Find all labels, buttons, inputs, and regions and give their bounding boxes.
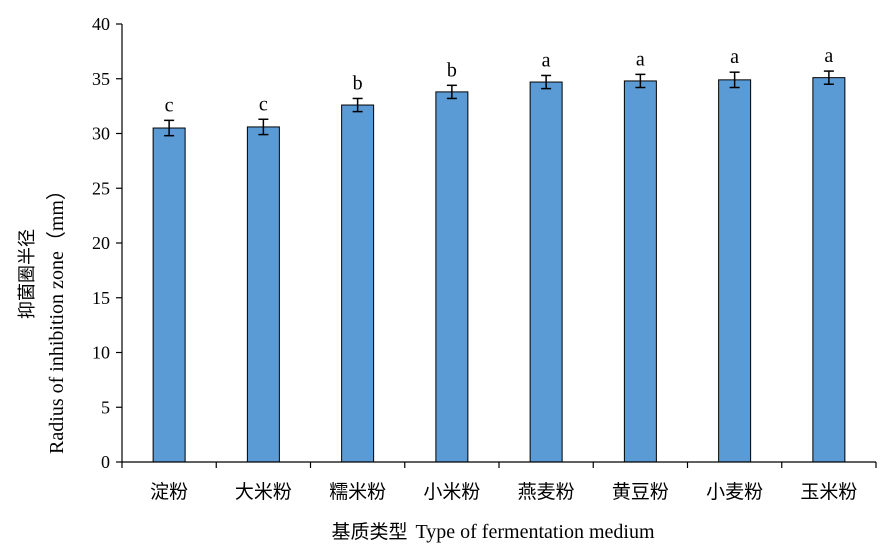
y-tick-label: 20 <box>92 233 110 253</box>
significance-label: a <box>542 49 551 71</box>
bar <box>718 79 752 463</box>
y-tick-label: 5 <box>101 397 110 417</box>
significance-label: a <box>824 45 833 67</box>
y-tick-label: 0 <box>101 452 110 472</box>
y-axis-title-cn: 抑菌圈半径 <box>17 229 38 319</box>
bar <box>341 104 375 463</box>
bar <box>435 91 469 463</box>
x-tick-label: 小麦粉 <box>706 481 763 503</box>
y-tick-label: 40 <box>92 14 110 34</box>
y-tick-label: 35 <box>92 69 110 89</box>
bar <box>246 126 280 463</box>
bars-group <box>152 77 846 463</box>
x-tick-label: 小米粉 <box>423 481 480 503</box>
x-tick-label: 玉米粉 <box>800 481 857 503</box>
significance-label: b <box>447 59 457 81</box>
y-axis-title-en: Radius of inhibition zone（mm） <box>45 180 68 454</box>
bar <box>812 77 846 463</box>
bar <box>529 81 563 463</box>
y-tick-label: 25 <box>92 178 110 198</box>
significance-label: a <box>730 46 739 68</box>
significance-label: b <box>353 72 363 94</box>
significance-label: c <box>165 94 174 116</box>
x-tick-label: 糯米粉 <box>329 481 386 503</box>
significance-label: a <box>636 48 645 70</box>
error-bars-group <box>164 70 834 137</box>
x-tick-label: 大米粉 <box>235 481 292 503</box>
y-ticks-group: 0 5 10 15 20 25 30 35 40 <box>92 14 122 472</box>
x-tick-label: 淀粉 <box>150 481 188 503</box>
x-ticks-group: 淀粉 大米粉 糯米粉 小米粉 燕麦粉 黄豆粉 小麦粉 玉米粉 <box>121 462 877 503</box>
x-tick-label: 燕麦粉 <box>518 481 575 503</box>
x-tick-label: 黄豆粉 <box>612 481 669 503</box>
x-axis-title: 基质类型 Type of fermentation medium <box>331 521 655 543</box>
bar <box>623 80 657 463</box>
x-axis-title-cn: 基质类型 <box>331 521 407 543</box>
significance-labels-group: c c b b a a a a <box>165 45 834 116</box>
bar <box>152 127 186 463</box>
y-tick-label: 30 <box>92 124 110 144</box>
x-axis-title-en: Type of fermentation medium <box>415 521 655 543</box>
y-tick-label: 10 <box>92 343 110 363</box>
y-tick-label: 15 <box>92 288 110 308</box>
significance-label: c <box>259 93 268 115</box>
